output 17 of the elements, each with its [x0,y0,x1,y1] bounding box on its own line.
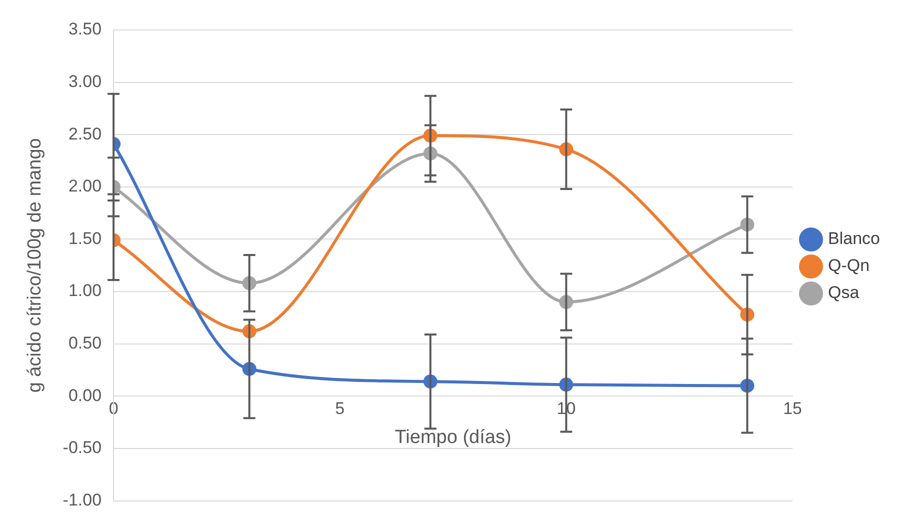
y-tick-label: 0.00 [68,386,102,405]
legend-label: Qsa [828,283,860,302]
y-tick-label: 2.00 [68,176,102,196]
legend-label: Q-Qn [828,256,870,276]
y-tick-label: 3.50 [68,20,102,39]
x-axis-title: Tiempo (días) [394,427,512,448]
y-tick-label: 1.00 [68,281,102,300]
y-tick-label: 0.50 [68,334,102,353]
x-tick-label: 5 [335,399,345,418]
legend-label: Blanco [828,229,880,248]
y-tick-label: -1.00 [62,490,102,510]
y-tick-label: -0.50 [62,438,102,458]
y-tick-label: 3.00 [68,72,102,91]
x-tick-label: 15 [783,399,802,418]
y-axis-title: g ácido cítrico/100g de mango [24,138,46,393]
y-tick-label: 1.50 [68,228,102,248]
y-tick-label: 2.50 [68,124,102,144]
